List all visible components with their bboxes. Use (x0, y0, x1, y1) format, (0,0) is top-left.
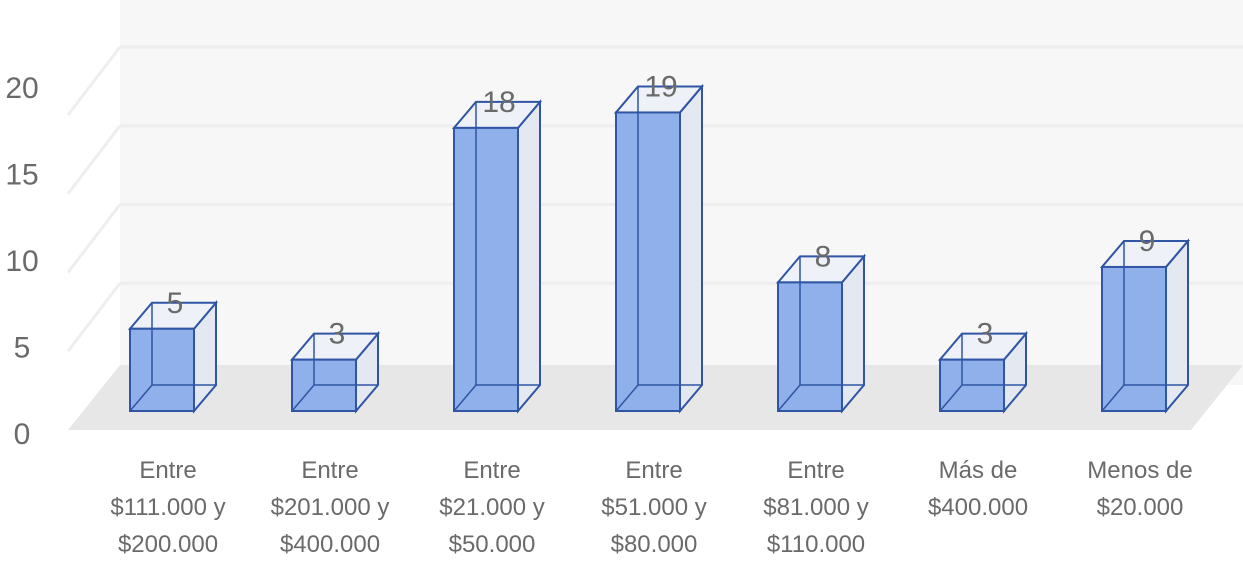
data-label: 5 (167, 287, 184, 320)
bar-depth-edge (939, 384, 963, 412)
gridline-side (66, 46, 122, 116)
x-tick-label-line: $400.000 (280, 531, 380, 558)
data-label: 18 (482, 86, 515, 119)
x-tick-label-line: $50.000 (449, 531, 536, 558)
bar (937, 330, 1029, 414)
gridline-side (66, 282, 122, 353)
x-tick-label-line: $111.000 y (110, 494, 225, 521)
bar-side (679, 83, 703, 414)
y-tick-label: 15 (5, 159, 38, 192)
bars (127, 83, 1191, 414)
data-label: 3 (977, 318, 994, 351)
bar-front (615, 111, 681, 412)
bar (127, 300, 219, 414)
data-label: 9 (1139, 225, 1156, 258)
x-tick-label-line: $400.000 (928, 494, 1028, 521)
x-axis: Entre $111.000 y $200.000 Entre $201.000 y $4… (110, 457, 1192, 558)
x-tick-label: Entre $51.000 y $80.000 (601, 457, 706, 558)
gridline-side (66, 124, 122, 195)
bar-depth-edge (291, 384, 315, 412)
bar-front (777, 281, 843, 412)
x-tick-label-line: Más de (939, 457, 1018, 484)
bar (1099, 238, 1191, 414)
x-tick-label-line: Entre (787, 457, 844, 484)
bar-front (453, 126, 519, 413)
data-label: 19 (644, 70, 677, 103)
data-label: 3 (329, 318, 346, 351)
x-tick-label: Entre $81.000 y $110.000 (763, 457, 868, 558)
x-tick-label: Menos de $20.000 (1087, 457, 1192, 521)
x-tick-label-line: $201.000 y (271, 494, 390, 521)
x-tick-label-line: Entre (139, 457, 196, 484)
bar (289, 330, 381, 414)
bar-depth-edge (1101, 384, 1125, 412)
x-tick-label-line: Entre (625, 457, 682, 484)
bar (775, 253, 867, 414)
bar-depth-edge (453, 384, 477, 412)
x-tick-label-line: $110.000 (767, 531, 865, 558)
gridline-side (66, 203, 122, 274)
bar-depth-edge (777, 384, 801, 412)
bar-depth-edge (129, 384, 153, 412)
x-tick-label-line: $81.000 y (763, 494, 868, 521)
x-tick-label-line: Entre (463, 457, 520, 484)
x-tick-label: Entre $201.000 y $400.000 (271, 457, 390, 558)
y-tick-label: 10 (5, 245, 38, 278)
y-tick-label: 20 (5, 72, 38, 105)
x-tick-label-line: Menos de (1087, 457, 1192, 484)
x-tick-label-line: Entre (301, 457, 358, 484)
x-tick-label: Entre $21.000 y $50.000 (439, 457, 544, 558)
y-axis: 0 5 10 15 20 (5, 72, 38, 451)
y-tick-label: 5 (14, 332, 31, 365)
bar-side (517, 99, 541, 414)
x-tick-label-line: $80.000 (611, 531, 698, 558)
y-tick-label: 0 (14, 418, 31, 451)
data-labels: 5 3 18 19 8 3 9 (167, 70, 1156, 350)
bar-depth-edge (615, 384, 639, 412)
bar-front (1101, 265, 1167, 413)
bar (613, 83, 705, 414)
data-label: 8 (815, 240, 832, 273)
bar (451, 99, 543, 414)
x-tick-label-line: $200.000 (118, 531, 218, 558)
x-tick-label-line: $21.000 y (439, 494, 544, 521)
x-tick-label: Entre $111.000 y $200.000 (110, 457, 225, 558)
x-tick-label-line: $20.000 (1097, 494, 1184, 521)
x-tick-label-line: $51.000 y (601, 494, 706, 521)
x-tick-label: Más de $400.000 (928, 457, 1028, 521)
